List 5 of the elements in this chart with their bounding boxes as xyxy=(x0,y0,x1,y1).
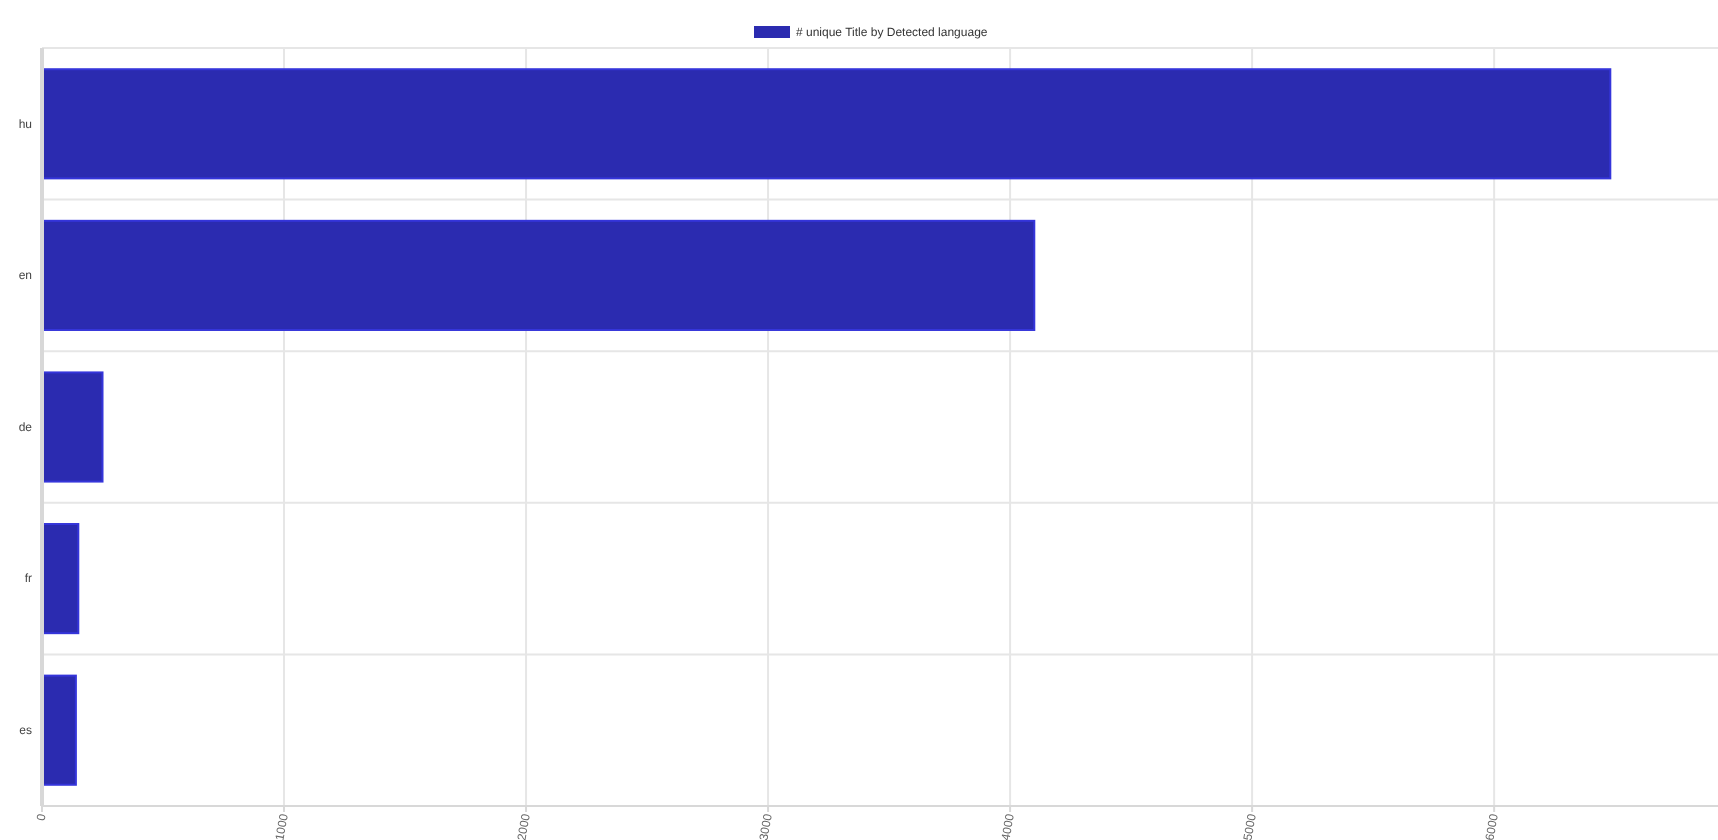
bar xyxy=(41,523,80,635)
bar xyxy=(41,371,104,483)
bar xyxy=(41,68,1612,180)
bar xyxy=(41,674,77,786)
bar xyxy=(41,219,1036,331)
